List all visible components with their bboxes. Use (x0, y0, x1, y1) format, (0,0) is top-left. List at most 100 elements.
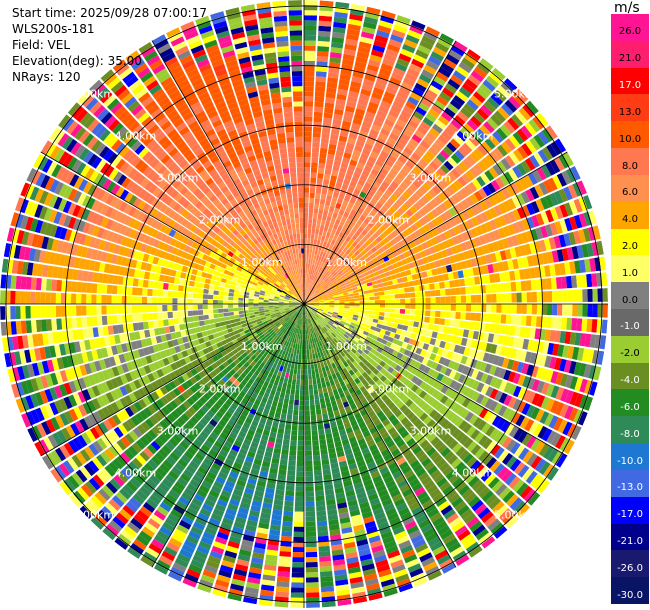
velocity-gate (247, 514, 259, 523)
velocity-gate (386, 233, 394, 241)
velocity-gate (389, 214, 398, 222)
velocity-gate (372, 119, 384, 128)
velocity-gate (317, 295, 323, 299)
velocity-gate (403, 264, 410, 271)
velocity-gate (355, 455, 364, 463)
velocity-gate (345, 489, 356, 497)
velocity-gate (350, 3, 366, 12)
velocity-gate (376, 278, 383, 284)
velocity-gate (507, 168, 519, 181)
velocity-gate (490, 522, 505, 535)
velocity-gate (285, 490, 295, 497)
velocity-gate (359, 304, 365, 307)
velocity-gate (324, 337, 329, 344)
velocity-gate (415, 175, 425, 185)
velocity-gate (365, 456, 375, 465)
velocity-gate (342, 531, 354, 539)
velocity-gate (323, 298, 329, 301)
velocity-gate (317, 383, 322, 389)
velocity-gate (326, 323, 332, 328)
velocity-gate (324, 286, 330, 291)
velocity-gate (342, 367, 349, 374)
velocity-gate (306, 313, 308, 319)
velocity-gate (349, 509, 361, 517)
velocity-gate (334, 393, 341, 401)
velocity-gate (315, 290, 320, 295)
velocity-gate (431, 370, 440, 380)
velocity-gate (460, 533, 474, 546)
velocity-gate (602, 304, 608, 318)
velocity-gate (386, 389, 394, 398)
velocity-gate (504, 99, 518, 113)
velocity-gate (313, 281, 317, 287)
velocity-gate (353, 113, 364, 121)
velocity-gate (308, 344, 312, 350)
velocity-gate (491, 304, 497, 313)
velocity-gate (206, 471, 217, 481)
velocity-gate (348, 290, 354, 295)
velocity-gate (332, 191, 340, 198)
velocity-gate (359, 297, 365, 301)
velocity-gate (299, 344, 302, 350)
velocity-gate (269, 524, 281, 531)
velocity-gate (474, 236, 482, 247)
velocity-gate (383, 435, 393, 444)
velocity-gate (354, 309, 360, 313)
velocity-gate (560, 276, 567, 289)
velocity-gate (322, 209, 329, 216)
velocity-gate (495, 345, 503, 356)
velocity-gate (497, 85, 511, 99)
velocity-gate (331, 251, 337, 258)
velocity-gate (322, 293, 328, 297)
velocity-gate (463, 103, 476, 115)
velocity-gate (582, 289, 588, 302)
velocity-gate (283, 340, 288, 346)
velocity-gate (357, 226, 365, 233)
velocity-gate (379, 225, 387, 233)
velocity-gate (230, 415, 239, 423)
velocity-gate (323, 422, 331, 429)
velocity-gate (204, 526, 217, 536)
velocity-gate (322, 127, 331, 134)
velocity-gate (504, 138, 517, 151)
velocity-gate (441, 265, 448, 274)
velocity-gate (274, 411, 281, 418)
velocity-gate (319, 439, 327, 445)
velocity-gate (425, 178, 435, 188)
velocity-gate (448, 473, 460, 485)
velocity-gate (425, 304, 431, 310)
velocity-gate (307, 289, 311, 295)
velocity-gate (474, 360, 483, 370)
velocity-gate (506, 236, 515, 248)
velocity-gate (285, 485, 295, 492)
velocity-gate (372, 344, 379, 351)
velocity-gate (482, 453, 494, 466)
velocity-gate (304, 253, 307, 259)
velocity-gate (419, 439, 430, 449)
velocity-gate (309, 312, 313, 317)
velocity-gate (432, 157, 443, 167)
velocity-gate (323, 296, 329, 299)
velocity-gate (346, 556, 359, 564)
velocity-gate (230, 531, 243, 539)
velocity-gate (472, 132, 484, 144)
velocity-gate (457, 328, 465, 337)
velocity-gate (474, 503, 488, 516)
velocity-gate (386, 43, 401, 53)
velocity-gate (413, 418, 423, 428)
velocity-gate (339, 391, 346, 399)
velocity-gate (440, 296, 446, 303)
velocity-gate (411, 505, 424, 516)
velocity-gate (410, 459, 421, 469)
velocity-gate (541, 428, 553, 442)
velocity-gate (470, 70, 485, 83)
velocity-gate (341, 318, 347, 323)
velocity-gate (320, 137, 329, 144)
velocity-gate (256, 394, 263, 402)
velocity-gate (447, 454, 459, 465)
velocity-gate (331, 257, 337, 263)
velocity-gate (371, 383, 379, 391)
velocity-gate (493, 463, 505, 476)
velocity-gate (512, 385, 522, 398)
velocity-gate (382, 281, 389, 287)
